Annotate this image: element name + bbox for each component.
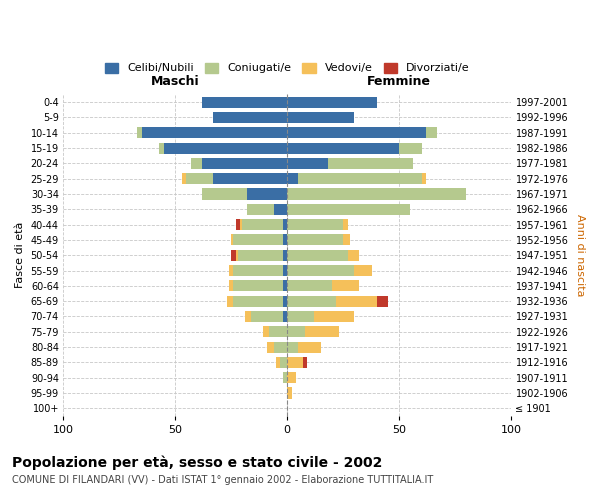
Bar [269, 326, 287, 338]
Bar [303, 357, 307, 368]
Bar [202, 158, 287, 169]
Bar [287, 219, 343, 230]
Bar [287, 250, 348, 260]
Bar [251, 311, 283, 322]
Bar [229, 265, 233, 276]
Bar [238, 250, 283, 260]
Bar [343, 219, 348, 230]
Bar [348, 250, 359, 260]
Text: Femmine: Femmine [367, 76, 431, 88]
Bar [287, 142, 399, 154]
Bar [231, 250, 236, 260]
Bar [287, 128, 426, 138]
Bar [187, 173, 213, 184]
Bar [355, 265, 373, 276]
Bar [213, 112, 287, 123]
Text: Popolazione per età, sesso e stato civile - 2002: Popolazione per età, sesso e stato civil… [12, 455, 382, 469]
Bar [305, 326, 339, 338]
Bar [283, 311, 287, 322]
Bar [236, 250, 238, 260]
Bar [233, 265, 283, 276]
Bar [287, 296, 337, 306]
Bar [298, 342, 321, 352]
Bar [202, 188, 247, 200]
Bar [283, 372, 287, 383]
Bar [287, 372, 296, 383]
Bar [287, 96, 377, 108]
Bar [328, 158, 413, 169]
Bar [283, 219, 287, 230]
Bar [287, 188, 466, 200]
Bar [164, 142, 287, 154]
Y-axis label: Fasce di età: Fasce di età [15, 222, 25, 288]
Bar [231, 234, 233, 246]
Bar [240, 219, 242, 230]
Bar [274, 204, 287, 215]
Bar [287, 204, 410, 215]
Bar [202, 96, 287, 108]
Bar [247, 188, 287, 200]
Bar [287, 158, 328, 169]
Bar [287, 388, 292, 398]
Text: Maschi: Maschi [151, 76, 199, 88]
Bar [142, 128, 287, 138]
Bar [242, 219, 283, 230]
Bar [263, 326, 269, 338]
Bar [227, 296, 233, 306]
Bar [287, 342, 298, 352]
Bar [287, 326, 305, 338]
Bar [426, 128, 437, 138]
Bar [399, 142, 422, 154]
Bar [422, 173, 426, 184]
Bar [283, 265, 287, 276]
Bar [280, 357, 287, 368]
Bar [182, 173, 187, 184]
Bar [283, 250, 287, 260]
Bar [314, 311, 355, 322]
Bar [337, 296, 377, 306]
Text: COMUNE DI FILANDARI (VV) - Dati ISTAT 1° gennaio 2002 - Elaborazione TUTTITALIA.: COMUNE DI FILANDARI (VV) - Dati ISTAT 1°… [12, 475, 433, 485]
Bar [247, 204, 274, 215]
Bar [283, 296, 287, 306]
Bar [287, 173, 298, 184]
Bar [332, 280, 359, 291]
Bar [287, 311, 314, 322]
Bar [276, 357, 280, 368]
Bar [298, 173, 422, 184]
Bar [137, 128, 142, 138]
Bar [245, 311, 251, 322]
Bar [287, 234, 343, 246]
Bar [287, 357, 303, 368]
Bar [343, 234, 350, 246]
Bar [283, 234, 287, 246]
Bar [287, 280, 332, 291]
Bar [233, 296, 283, 306]
Bar [377, 296, 388, 306]
Bar [191, 158, 202, 169]
Bar [267, 342, 274, 352]
Bar [213, 173, 287, 184]
Bar [283, 280, 287, 291]
Bar [287, 265, 355, 276]
Legend: Celibi/Nubili, Coniugati/e, Vedovi/e, Divorziati/e: Celibi/Nubili, Coniugati/e, Vedovi/e, Di… [101, 58, 474, 78]
Bar [274, 342, 287, 352]
Bar [287, 112, 355, 123]
Bar [229, 280, 233, 291]
Bar [236, 219, 240, 230]
Bar [233, 280, 283, 291]
Y-axis label: Anni di nascita: Anni di nascita [575, 214, 585, 296]
Bar [233, 234, 283, 246]
Bar [160, 142, 164, 154]
